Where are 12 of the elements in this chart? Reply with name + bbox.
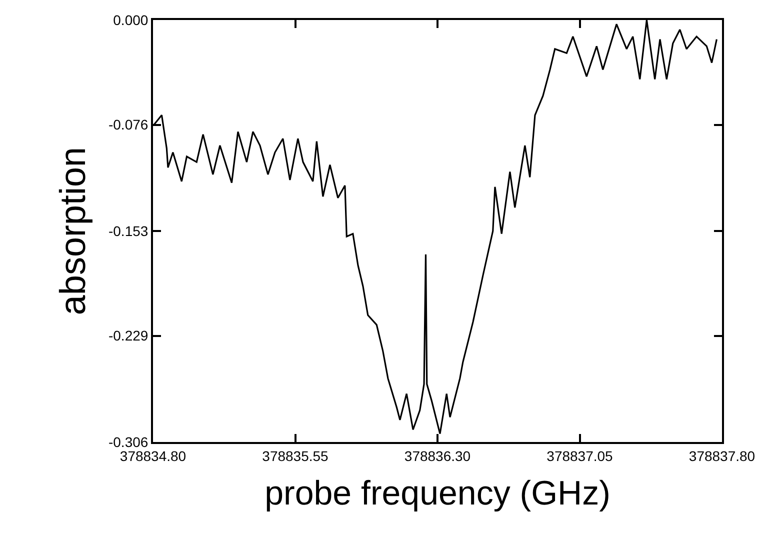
y-axis-title: absorption	[52, 146, 93, 316]
y-tick-label: -0.153	[108, 222, 148, 239]
x-tick-label: 378836.30	[404, 448, 471, 464]
x-axis-title: probe frequency (GHz)	[264, 474, 610, 513]
y-tick-label: -0.229	[108, 328, 148, 344]
y-tick-label: -0.076	[108, 116, 148, 133]
x-tick-label: 378837.05	[546, 448, 614, 464]
x-tick-label: 378835.55	[262, 448, 329, 464]
x-tick-label: 378837.80	[688, 448, 756, 464]
y-tick-label: 0.000	[113, 12, 148, 28]
x-tick-label: 378834.80	[120, 448, 186, 464]
y-tick-label: -0.306	[108, 434, 148, 450]
